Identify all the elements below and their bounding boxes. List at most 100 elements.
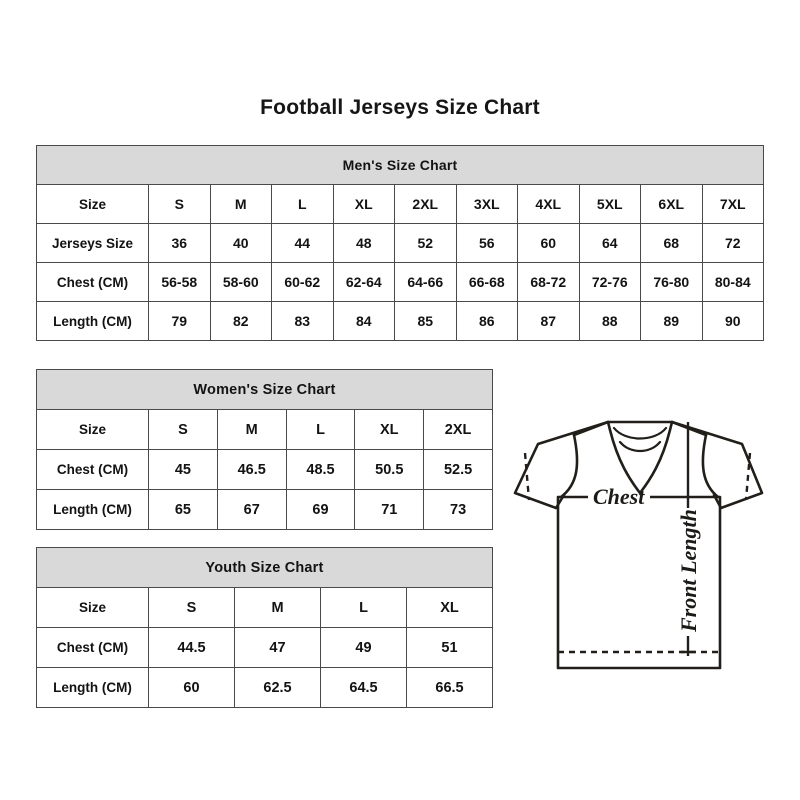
mens-size-table: Men's Size Chart Size S M L XL 2XL 3XL 4… bbox=[36, 145, 764, 341]
cell: 64-66 bbox=[394, 262, 457, 302]
cell: 52 bbox=[394, 223, 457, 263]
cell: 40 bbox=[209, 223, 272, 263]
cell: 72 bbox=[701, 223, 764, 263]
page-title: Football Jerseys Size Chart bbox=[260, 96, 540, 119]
cell: 58-60 bbox=[209, 262, 272, 302]
cell: 68 bbox=[640, 223, 703, 263]
column-header-xl: XL bbox=[332, 184, 395, 224]
cell: 48 bbox=[332, 223, 395, 263]
row-label-chest: Chest (CM) bbox=[36, 449, 149, 490]
row-label-chest: Chest (CM) bbox=[36, 627, 149, 668]
front-length-label: Front Length bbox=[676, 509, 701, 633]
table-column-header-row: Size S M L XL 2XL 3XL 4XL 5XL 6XL 7XL bbox=[36, 184, 764, 224]
table-row: Length (CM) 60 62.5 64.5 66.5 bbox=[36, 667, 493, 708]
cell: 51 bbox=[406, 627, 493, 668]
table-column-header-row: Size S M L XL bbox=[36, 587, 493, 628]
shirt-measurement-diagram: Chest Front Length bbox=[500, 400, 772, 702]
chest-label: Chest bbox=[593, 484, 645, 509]
table-row: Jerseys Size 36 40 44 48 52 56 60 64 68 … bbox=[36, 223, 764, 263]
cell: 66.5 bbox=[406, 667, 493, 708]
cell: 76-80 bbox=[640, 262, 703, 302]
body-outline bbox=[556, 495, 722, 670]
table-row: Chest (CM) 45 46.5 48.5 50.5 52.5 bbox=[36, 449, 493, 490]
left-shoulder-line bbox=[572, 420, 610, 437]
cell: 60-62 bbox=[271, 262, 334, 302]
row-label-jerseys-size: Jerseys Size bbox=[36, 223, 149, 263]
cell: 85 bbox=[394, 301, 457, 341]
column-header-m: M bbox=[234, 587, 321, 628]
cell: 66-68 bbox=[455, 262, 518, 302]
collar-inner-arc-1 bbox=[612, 426, 668, 440]
cell: 44 bbox=[271, 223, 334, 263]
row-label-length: Length (CM) bbox=[36, 301, 149, 341]
column-header-s: S bbox=[148, 587, 235, 628]
cell: 79 bbox=[148, 301, 211, 341]
cell: 89 bbox=[640, 301, 703, 341]
column-header-xl: XL bbox=[354, 409, 425, 450]
column-header-size: Size bbox=[36, 587, 149, 628]
cell: 86 bbox=[455, 301, 518, 341]
table-row: Chest (CM) 44.5 47 49 51 bbox=[36, 627, 493, 668]
cell: 44.5 bbox=[148, 627, 235, 668]
column-header-l: L bbox=[320, 587, 407, 628]
cell: 65 bbox=[148, 489, 218, 530]
column-header-2xl: 2XL bbox=[423, 409, 493, 450]
column-header-l: L bbox=[285, 409, 356, 450]
cell: 84 bbox=[332, 301, 395, 341]
cell: 52.5 bbox=[423, 449, 493, 490]
cell: 64 bbox=[578, 223, 641, 263]
column-header-5xl: 5XL bbox=[578, 184, 641, 224]
column-header-m: M bbox=[209, 184, 272, 224]
right-armhole-curve bbox=[701, 433, 720, 499]
column-header-m: M bbox=[216, 409, 287, 450]
cell: 64.5 bbox=[320, 667, 407, 708]
cell: 46.5 bbox=[216, 449, 287, 490]
row-label-length: Length (CM) bbox=[36, 667, 149, 708]
table-row: Chest (CM) 56-58 58-60 60-62 62-64 64-66… bbox=[36, 262, 764, 302]
womens-size-table: Women's Size Chart Size S M L XL 2XL Che… bbox=[36, 369, 493, 530]
table-section-header-row: Youth Size Chart bbox=[36, 547, 493, 588]
column-header-xl: XL bbox=[406, 587, 493, 628]
row-label-length: Length (CM) bbox=[36, 489, 149, 530]
table-section-header-row: Women's Size Chart bbox=[36, 369, 493, 410]
left-cuff-stitch-dashed bbox=[523, 452, 531, 501]
cell: 90 bbox=[701, 301, 764, 341]
cell: 67 bbox=[216, 489, 287, 530]
cell: 73 bbox=[423, 489, 493, 530]
cell: 87 bbox=[517, 301, 580, 341]
cell: 45 bbox=[148, 449, 218, 490]
cell: 50.5 bbox=[354, 449, 425, 490]
table-row: Length (CM) 65 67 69 71 73 bbox=[36, 489, 493, 530]
neckline-outer bbox=[606, 420, 674, 495]
column-header-s: S bbox=[148, 184, 211, 224]
column-header-7xl: 7XL bbox=[701, 184, 764, 224]
cell: 88 bbox=[578, 301, 641, 341]
cell: 49 bbox=[320, 627, 407, 668]
cell: 62.5 bbox=[234, 667, 321, 708]
right-cuff-stitch-dashed bbox=[744, 452, 752, 501]
column-header-6xl: 6XL bbox=[640, 184, 703, 224]
youth-size-table: Youth Size Chart Size S M L XL Chest (CM… bbox=[36, 547, 493, 708]
cell: 71 bbox=[354, 489, 425, 530]
table-column-header-row: Size S M L XL 2XL bbox=[36, 409, 493, 450]
row-label-chest: Chest (CM) bbox=[36, 262, 149, 302]
table-row: Length (CM) 79 82 83 84 85 86 87 88 89 9… bbox=[36, 301, 764, 341]
cell: 48.5 bbox=[285, 449, 356, 490]
cell: 68-72 bbox=[517, 262, 580, 302]
cell: 62-64 bbox=[332, 262, 395, 302]
column-header-l: L bbox=[271, 184, 334, 224]
cell: 80-84 bbox=[701, 262, 764, 302]
column-header-3xl: 3XL bbox=[455, 184, 518, 224]
youth-section-title: Youth Size Chart bbox=[36, 547, 493, 588]
cell: 69 bbox=[285, 489, 356, 530]
cell: 56 bbox=[455, 223, 518, 263]
cell: 36 bbox=[148, 223, 211, 263]
column-header-size: Size bbox=[36, 184, 149, 224]
cell: 83 bbox=[271, 301, 334, 341]
collar-inner-arc-2 bbox=[618, 440, 662, 453]
womens-section-title: Women's Size Chart bbox=[36, 369, 493, 410]
cell: 72-76 bbox=[578, 262, 641, 302]
column-header-s: S bbox=[148, 409, 218, 450]
cell: 56-58 bbox=[148, 262, 211, 302]
column-header-2xl: 2XL bbox=[394, 184, 457, 224]
